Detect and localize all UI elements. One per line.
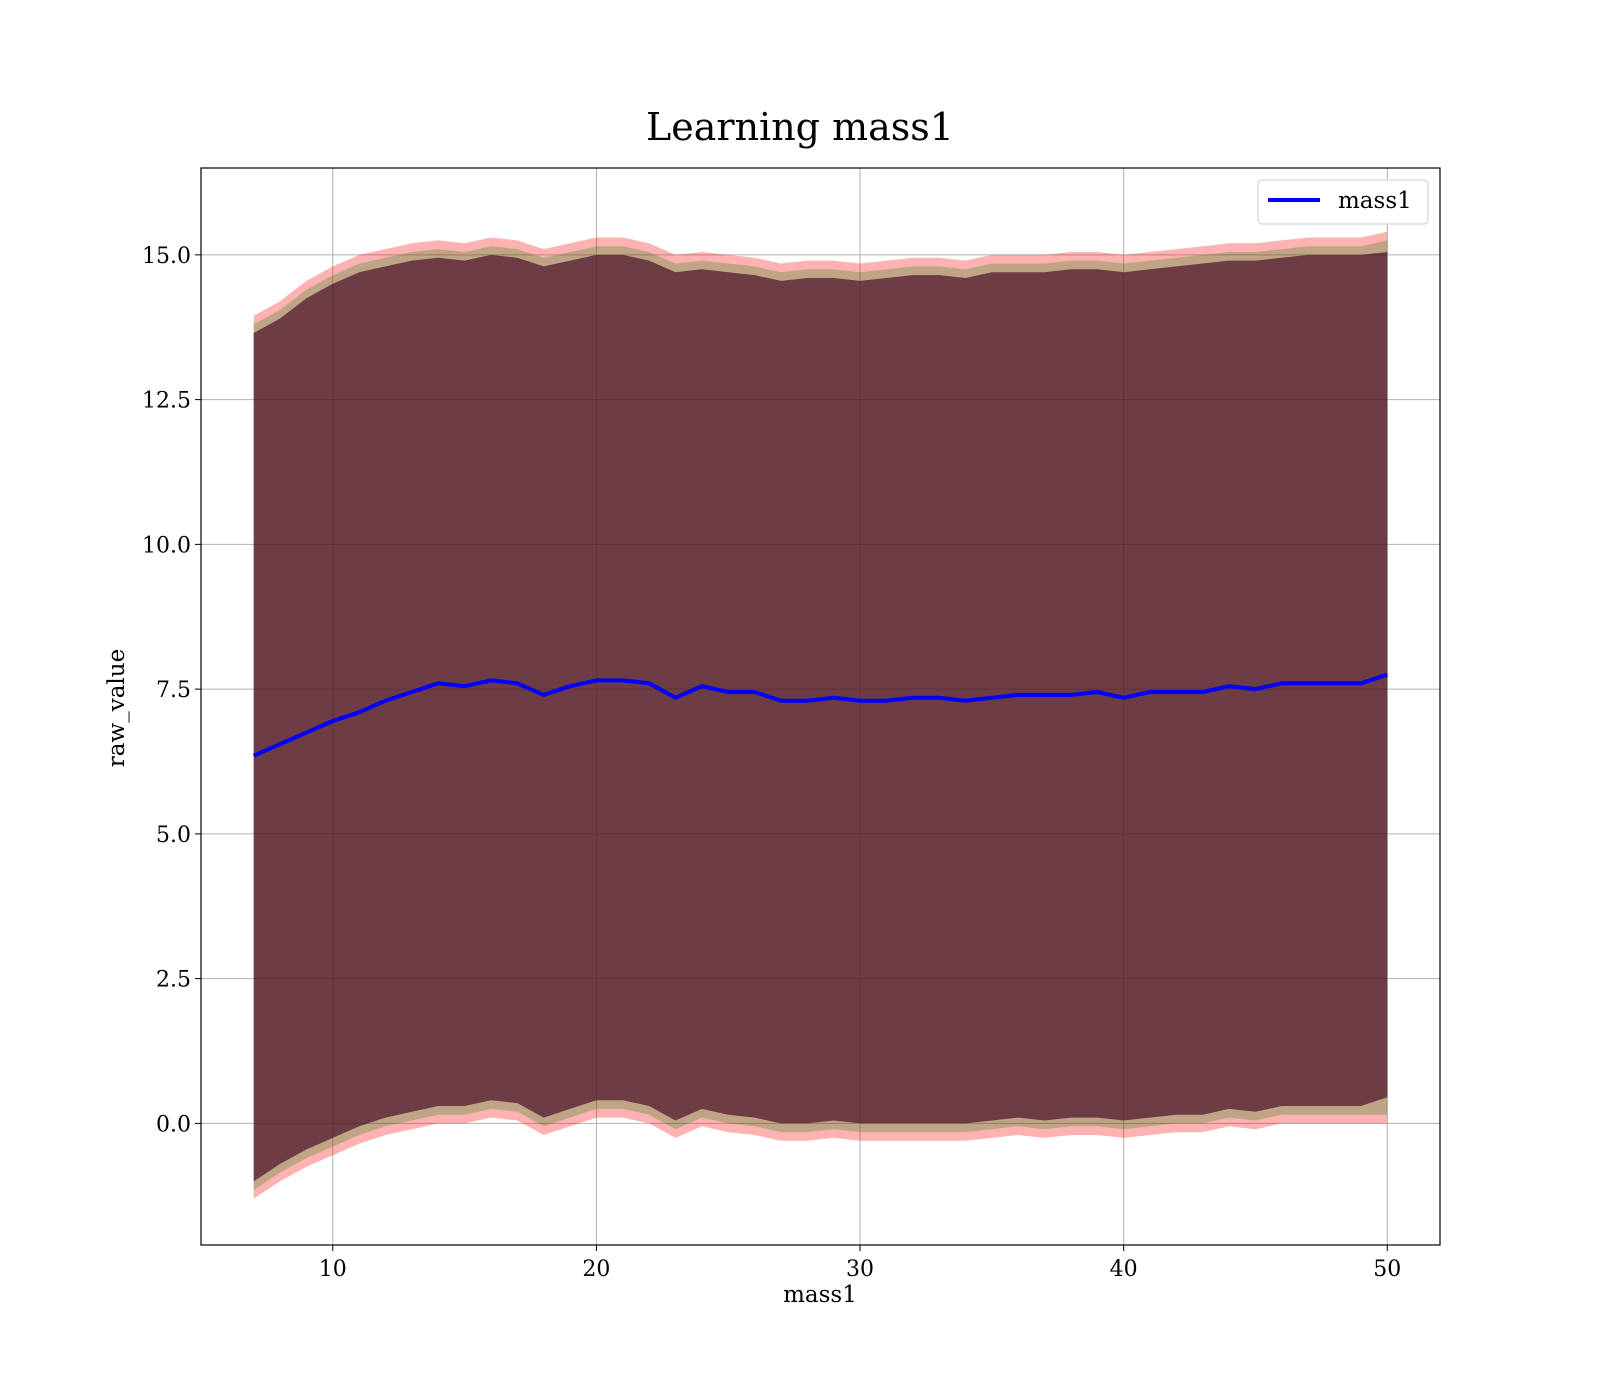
x-axis-label: mass1 <box>783 1282 857 1308</box>
chart-title: Learning mass1 <box>646 105 954 149</box>
x-tick-label: 10 <box>319 1257 347 1282</box>
y-axis: 0.0 2.5 5.0 7.5 10.0 12.5 15.0 <box>142 244 201 1137</box>
y-tick-label: 2.5 <box>156 968 191 993</box>
legend: mass1 <box>1257 179 1429 225</box>
y-tick-label: 15.0 <box>142 244 191 269</box>
y-tick-label: 10.0 <box>142 533 191 558</box>
y-axis-label: raw_value <box>104 649 130 767</box>
y-tick-label: 7.5 <box>156 678 191 703</box>
x-axis: 10 20 30 40 50 <box>319 1245 1401 1282</box>
plot-area-frame <box>200 167 1441 1246</box>
x-tick-label: 50 <box>1373 1257 1401 1282</box>
series-lines <box>252 672 1388 758</box>
series-line-mass1 <box>252 672 1388 758</box>
y-tick-label: 5.0 <box>156 823 191 848</box>
y-tick-label: 12.5 <box>142 389 191 414</box>
x-tick-label: 20 <box>582 1257 610 1282</box>
legend-box <box>1257 179 1429 225</box>
confidence-bands <box>253 231 1388 1199</box>
confidence-band <box>253 252 1388 1182</box>
x-tick-label: 30 <box>846 1257 874 1282</box>
y-tick-label: 0.0 <box>156 1112 191 1137</box>
x-tick-label: 40 <box>1110 1257 1138 1282</box>
legend-entry-label: mass1 <box>1338 188 1412 214</box>
